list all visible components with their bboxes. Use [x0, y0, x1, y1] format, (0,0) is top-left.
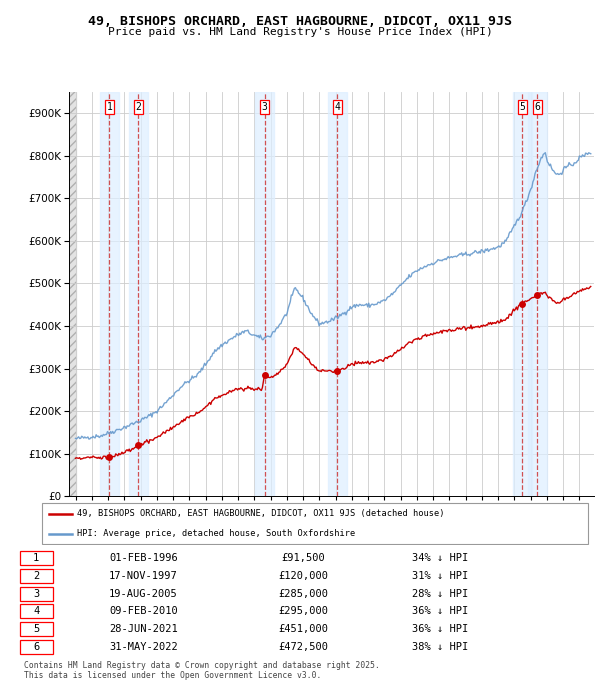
Text: 17-NOV-1997: 17-NOV-1997 [109, 571, 178, 581]
Text: 38% ↓ HPI: 38% ↓ HPI [412, 642, 468, 652]
FancyBboxPatch shape [20, 568, 53, 583]
Text: 49, BISHOPS ORCHARD, EAST HAGBOURNE, DIDCOT, OX11 9JS: 49, BISHOPS ORCHARD, EAST HAGBOURNE, DID… [88, 15, 512, 28]
Text: 01-FEB-1996: 01-FEB-1996 [109, 553, 178, 563]
Text: 1: 1 [33, 553, 40, 563]
FancyBboxPatch shape [20, 551, 53, 564]
Text: £451,000: £451,000 [278, 624, 328, 634]
Text: 34% ↓ HPI: 34% ↓ HPI [412, 553, 468, 563]
Text: £285,000: £285,000 [278, 588, 328, 598]
Bar [69, 92, 76, 496]
Text: 2: 2 [136, 102, 142, 112]
Text: 31-MAY-2022: 31-MAY-2022 [109, 642, 178, 652]
Bar [512, 92, 532, 496]
Text: £91,500: £91,500 [281, 553, 325, 563]
Text: 31% ↓ HPI: 31% ↓ HPI [412, 571, 468, 581]
Text: Contains HM Land Registry data © Crown copyright and database right 2025.
This d: Contains HM Land Registry data © Crown c… [24, 661, 380, 680]
FancyBboxPatch shape [20, 587, 53, 600]
Text: 3: 3 [262, 102, 268, 112]
Text: 6: 6 [33, 642, 40, 652]
Text: 28% ↓ HPI: 28% ↓ HPI [412, 588, 468, 598]
FancyBboxPatch shape [20, 605, 53, 618]
Text: £472,500: £472,500 [278, 642, 328, 652]
Bar [128, 92, 148, 496]
Text: 6: 6 [535, 102, 540, 112]
Text: 19-AUG-2005: 19-AUG-2005 [109, 588, 178, 598]
Text: 36% ↓ HPI: 36% ↓ HPI [412, 607, 468, 617]
Text: 4: 4 [33, 607, 40, 617]
Text: 1: 1 [106, 102, 112, 112]
Bar [69, 92, 76, 496]
Bar [328, 92, 347, 496]
Text: 5: 5 [33, 624, 40, 634]
Text: Price paid vs. HM Land Registry's House Price Index (HPI): Price paid vs. HM Land Registry's House … [107, 27, 493, 37]
Text: 09-FEB-2010: 09-FEB-2010 [109, 607, 178, 617]
Text: 49, BISHOPS ORCHARD, EAST HAGBOURNE, DIDCOT, OX11 9JS (detached house): 49, BISHOPS ORCHARD, EAST HAGBOURNE, DID… [77, 509, 444, 518]
Text: 5: 5 [520, 102, 525, 112]
Text: £120,000: £120,000 [278, 571, 328, 581]
Bar [527, 92, 547, 496]
Text: 3: 3 [33, 588, 40, 598]
FancyBboxPatch shape [20, 641, 53, 654]
Bar [100, 92, 119, 496]
Bar [255, 92, 274, 496]
Text: HPI: Average price, detached house, South Oxfordshire: HPI: Average price, detached house, Sout… [77, 529, 355, 539]
Text: 36% ↓ HPI: 36% ↓ HPI [412, 624, 468, 634]
Text: 4: 4 [334, 102, 340, 112]
FancyBboxPatch shape [20, 622, 53, 636]
Text: £295,000: £295,000 [278, 607, 328, 617]
Text: 28-JUN-2021: 28-JUN-2021 [109, 624, 178, 634]
Text: 2: 2 [33, 571, 40, 581]
FancyBboxPatch shape [42, 503, 588, 543]
